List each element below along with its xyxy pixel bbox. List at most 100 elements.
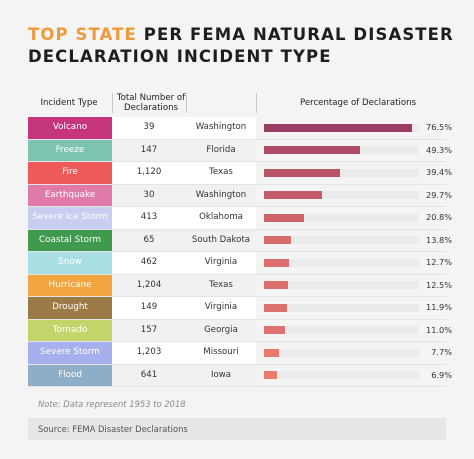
total-declarations-cell: 65	[112, 229, 186, 251]
chart-title: TOP STATE PER FEMA NATURAL DISASTER DECL…	[28, 24, 454, 68]
percentage-bar	[264, 303, 288, 312]
percentage-label: 49.3%	[425, 144, 452, 155]
percentage-label: 7.7%	[431, 347, 452, 357]
total-declarations-cell: 462	[112, 252, 186, 274]
state-cell: Washington	[186, 117, 256, 139]
state-cell: Texas	[186, 274, 256, 296]
total-declarations-cell: 1,204	[112, 274, 186, 296]
percentage-label: 11.9%	[425, 302, 452, 312]
percentage-bar	[264, 123, 413, 132]
percentage-bar	[264, 281, 289, 289]
bar-track	[264, 303, 419, 312]
table-row: Snow 462 Virginia 12.7%	[28, 252, 452, 275]
title-accent: TOP STATE	[28, 25, 137, 44]
title-line-2: DECLARATION INCIDENT TYPE	[28, 47, 332, 66]
table-row: Volcano 39 Washington 76.5%	[28, 117, 452, 140]
incident-type-cell: Volcano	[28, 117, 112, 139]
incident-type-cell: Severe Ice Storm	[28, 207, 112, 229]
percentage-label: 20.8%	[425, 212, 452, 222]
total-declarations-cell: 641	[112, 364, 186, 386]
title-line1-rest: PER FEMA NATURAL DISASTER	[136, 25, 454, 44]
percentage-label: 13.8%	[425, 234, 452, 245]
percentage-bar	[264, 213, 305, 222]
percentage-label: 76.5%	[425, 122, 452, 132]
state-cell: Virginia	[186, 252, 256, 274]
percentage-label: 6.9%	[431, 369, 452, 380]
header-divider	[186, 93, 187, 113]
state-cell: Georgia	[186, 319, 256, 341]
table-row: Freeze 147 Florida 49.3%	[28, 139, 452, 162]
table-row: Tornado 157 Georgia 11.0%	[28, 319, 452, 342]
table-row: Coastal Storm 65 South Dakota 13.8%	[28, 229, 452, 252]
table-header: Incident Type Total Number of Declaratio…	[28, 90, 446, 116]
bar-track	[264, 281, 419, 289]
total-declarations-cell: 147	[112, 139, 186, 161]
total-declarations-cell: 413	[112, 207, 186, 229]
state-cell: Texas	[186, 162, 256, 184]
percentage-bar	[264, 371, 278, 379]
incident-type-cell: Freeze	[28, 139, 112, 161]
incident-type-cell: Fire	[28, 162, 112, 184]
incident-type-cell: Drought	[28, 297, 112, 319]
state-cell: Virginia	[186, 297, 256, 319]
state-cell: Washington	[186, 184, 256, 206]
bar-track	[264, 236, 419, 244]
percentage-label: 12.7%	[425, 257, 452, 267]
percentage-bar	[264, 348, 279, 357]
title-line-1: TOP STATE PER FEMA NATURAL DISASTER	[28, 24, 454, 46]
table-row: Flood 641 Iowa 6.9%	[28, 364, 452, 387]
table-row: Severe Storm 1,203 Missouri 7.7%	[28, 342, 452, 365]
table-row: Fire 1,120 Texas 39.4%	[28, 162, 452, 185]
incident-type-cell: Severe Storm	[28, 342, 112, 364]
total-declarations-cell: 149	[112, 297, 186, 319]
bar-track	[264, 146, 419, 154]
bar-track	[264, 213, 419, 222]
percentage-label: 29.7%	[425, 189, 452, 200]
percentage-bar	[264, 191, 322, 199]
header-divider	[112, 93, 113, 113]
bar-track	[264, 258, 419, 267]
header-divider	[256, 93, 257, 113]
bar-track	[264, 123, 419, 132]
source-bar: Source: FEMA Disaster Declarations	[28, 418, 446, 440]
table-row: Earthquake 30 Washington 29.7%	[28, 184, 452, 207]
state-cell: Florida	[186, 139, 256, 161]
bar-track	[264, 191, 419, 199]
data-note: Note: Data represent 1953 to 2018	[38, 399, 186, 409]
percentage-label: 12.5%	[425, 279, 452, 290]
total-declarations-cell: 1,203	[112, 342, 186, 364]
source-text: Source: FEMA Disaster Declarations	[38, 424, 188, 434]
state-cell: South Dakota	[186, 229, 256, 251]
bar-track	[264, 371, 419, 379]
total-declarations-cell: 157	[112, 319, 186, 341]
header-incident-type: Incident Type	[40, 98, 98, 108]
data-table: Volcano 39 Washington 76.5% Freeze 147 Florida…	[28, 117, 452, 387]
table-row: Hurricane 1,204 Texas 12.5%	[28, 274, 452, 297]
total-declarations-cell: 39	[112, 117, 186, 139]
table-row: Severe Ice Storm 413 Oklahoma 20.8%	[28, 207, 452, 230]
incident-type-cell: Coastal Storm	[28, 229, 112, 251]
percentage-bar	[264, 326, 286, 334]
state-cell: Missouri	[186, 342, 256, 364]
percentage-bar	[264, 258, 289, 267]
bar-track	[264, 168, 419, 177]
header-total-declarations: Total Number of Declarations	[116, 93, 186, 113]
percentage-label: 39.4%	[425, 167, 452, 177]
incident-type-cell: Hurricane	[28, 274, 112, 296]
percentage-bar	[264, 168, 341, 177]
incident-type-cell: Earthquake	[28, 184, 112, 206]
total-declarations-cell: 30	[112, 184, 186, 206]
bar-track	[264, 348, 419, 357]
state-cell: Oklahoma	[186, 207, 256, 229]
bar-track	[264, 326, 419, 334]
incident-type-cell: Flood	[28, 364, 112, 386]
percentage-bar	[264, 146, 360, 154]
header-percentage: Percentage of Declarations	[299, 98, 417, 108]
table-row: Drought 149 Virginia 11.9%	[28, 297, 452, 320]
incident-type-cell: Snow	[28, 252, 112, 274]
state-cell: Iowa	[186, 364, 256, 386]
percentage-label: 11.0%	[425, 324, 452, 335]
total-declarations-cell: 1,120	[112, 162, 186, 184]
incident-type-cell: Tornado	[28, 319, 112, 341]
percentage-bar	[264, 236, 291, 244]
